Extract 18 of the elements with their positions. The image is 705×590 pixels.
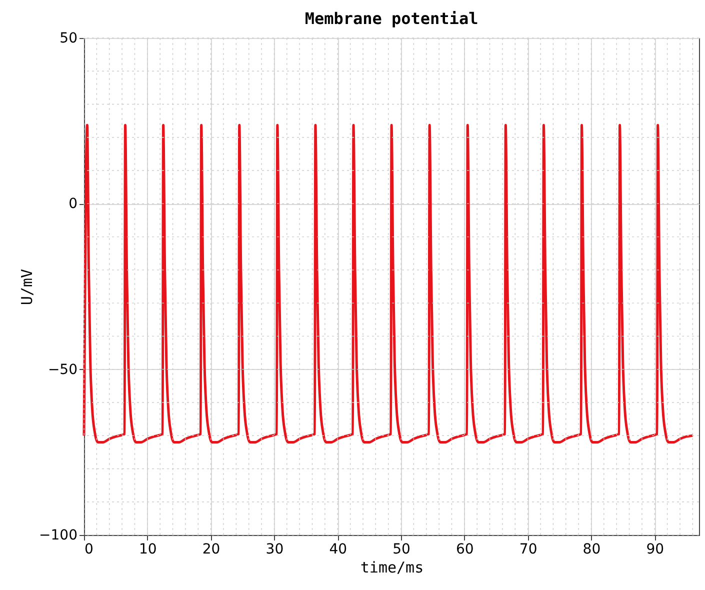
line-series <box>82 124 694 444</box>
x-tick-label: 0 <box>84 542 94 558</box>
chart-title: Membrane potential <box>304 9 478 28</box>
y-tick-label: 50 <box>60 30 78 46</box>
x-axis-title: time/ms <box>360 558 424 576</box>
x-tick-label: 60 <box>456 542 474 558</box>
x-tick-label: 90 <box>646 542 664 558</box>
y-axis-title: U/mV <box>18 268 36 306</box>
x-tick-label: 50 <box>392 542 410 558</box>
x-tick-label: 30 <box>266 542 284 558</box>
x-tick-label: 20 <box>202 542 220 558</box>
y-tick-label: −50 <box>48 362 78 378</box>
x-tick-label: 40 <box>329 542 348 558</box>
y-tick-label: 0 <box>68 196 78 212</box>
x-tick-label: 70 <box>519 542 538 558</box>
x-tick-label: 80 <box>582 542 601 558</box>
x-tick-label: 10 <box>138 542 157 558</box>
y-tick-label: −100 <box>39 528 78 544</box>
